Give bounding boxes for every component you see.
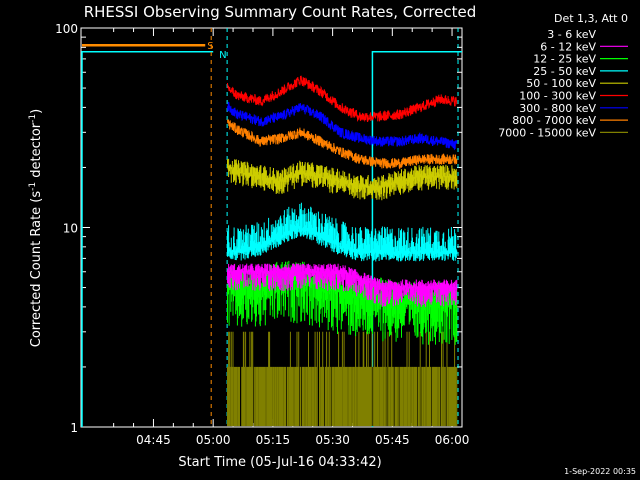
legend-label: 6 - 12 keV bbox=[540, 40, 596, 53]
x-tick-label: 05:15 bbox=[256, 433, 291, 447]
legend-label: 7000 - 15000 keV bbox=[498, 126, 596, 139]
y-tick-label: 1 bbox=[70, 421, 78, 435]
y-tick-label: 10 bbox=[63, 222, 78, 236]
x-tick-label: 05:30 bbox=[315, 433, 350, 447]
series-line-100-300keV bbox=[227, 75, 458, 123]
y-axis-label-part1: Corrected Count Rate (s bbox=[29, 191, 44, 348]
y-axis-label-part2: detector bbox=[29, 122, 44, 182]
x-tick-label: 06:00 bbox=[435, 433, 470, 447]
axes-group: 1 10 100 04:45 05:00 05:15 05:30 05:45 06:00 bbox=[55, 22, 469, 447]
y-axis-label-part3: ) bbox=[29, 109, 44, 114]
y-axis-label-sup2: -1 bbox=[28, 114, 38, 123]
x-tick-label: 05:00 bbox=[196, 433, 231, 447]
x-tick-label: 05:45 bbox=[375, 433, 410, 447]
legend-label: 50 - 100 keV bbox=[526, 77, 596, 90]
x-axis-label: Start Time (05-Jul-16 04:33:42) bbox=[178, 455, 381, 470]
legend-label: 25 - 50 keV bbox=[533, 65, 596, 78]
legend-label: 3 - 6 keV bbox=[547, 28, 596, 41]
series-line-25-50keV bbox=[227, 202, 458, 262]
y-tick-label: 100 bbox=[55, 22, 78, 36]
series-line-800-7000keV bbox=[227, 119, 458, 170]
legend-label: 100 - 300 keV bbox=[519, 90, 596, 103]
y-axis-label: Corrected Count Rate (s-1 detector-1) bbox=[28, 109, 44, 347]
footer-timestamp: 1-Sep-2022 00:35 bbox=[564, 467, 636, 476]
data-marks: SN bbox=[81, 28, 462, 427]
legend-label: 12 - 25 keV bbox=[533, 53, 596, 66]
series-line-50-100keV bbox=[227, 158, 458, 201]
legend-label: 300 - 800 keV bbox=[519, 102, 596, 115]
legend-label: 800 - 7000 keV bbox=[512, 114, 596, 127]
series-line-6-12keV bbox=[227, 263, 458, 307]
legend-title: Det 1,3, Att 0 bbox=[554, 12, 628, 25]
cyan-state-line-left bbox=[81, 51, 214, 427]
x-tick-label: 04:45 bbox=[136, 433, 171, 447]
series-line-300-800keV bbox=[227, 101, 458, 151]
annotation-n: N bbox=[219, 50, 226, 61]
y-axis-label-sup1: -1 bbox=[28, 182, 38, 191]
chart-title: RHESSI Observing Summary Count Rates, Co… bbox=[84, 3, 477, 21]
series-line-7000-15000keV bbox=[227, 331, 458, 427]
annotation-s: S bbox=[207, 41, 213, 52]
